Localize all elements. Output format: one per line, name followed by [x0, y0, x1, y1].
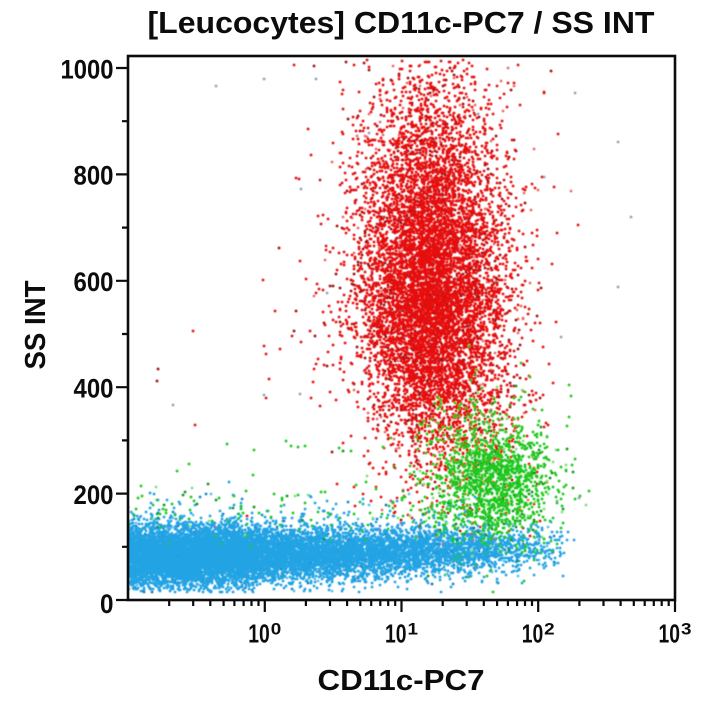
svg-text:2: 2	[544, 620, 555, 639]
svg-text:[Leucocytes] CD11c-PC7 / SS IN: [Leucocytes] CD11c-PC7 / SS INT	[148, 5, 655, 40]
svg-text:10: 10	[248, 619, 270, 649]
svg-text:600: 600	[74, 267, 114, 297]
svg-text:3: 3	[681, 620, 692, 639]
svg-text:1000: 1000	[61, 54, 114, 84]
svg-text:10: 10	[522, 619, 544, 649]
svg-text:0: 0	[100, 589, 114, 619]
svg-text:10: 10	[385, 619, 407, 649]
svg-text:0: 0	[271, 620, 282, 639]
svg-text:10: 10	[659, 619, 681, 649]
svg-text:400: 400	[74, 373, 114, 403]
svg-text:800: 800	[74, 161, 114, 191]
svg-text:CD11c-PC7: CD11c-PC7	[318, 665, 485, 697]
svg-text:SS INT: SS INT	[20, 280, 52, 369]
svg-text:200: 200	[74, 480, 114, 510]
svg-text:1: 1	[408, 620, 419, 639]
